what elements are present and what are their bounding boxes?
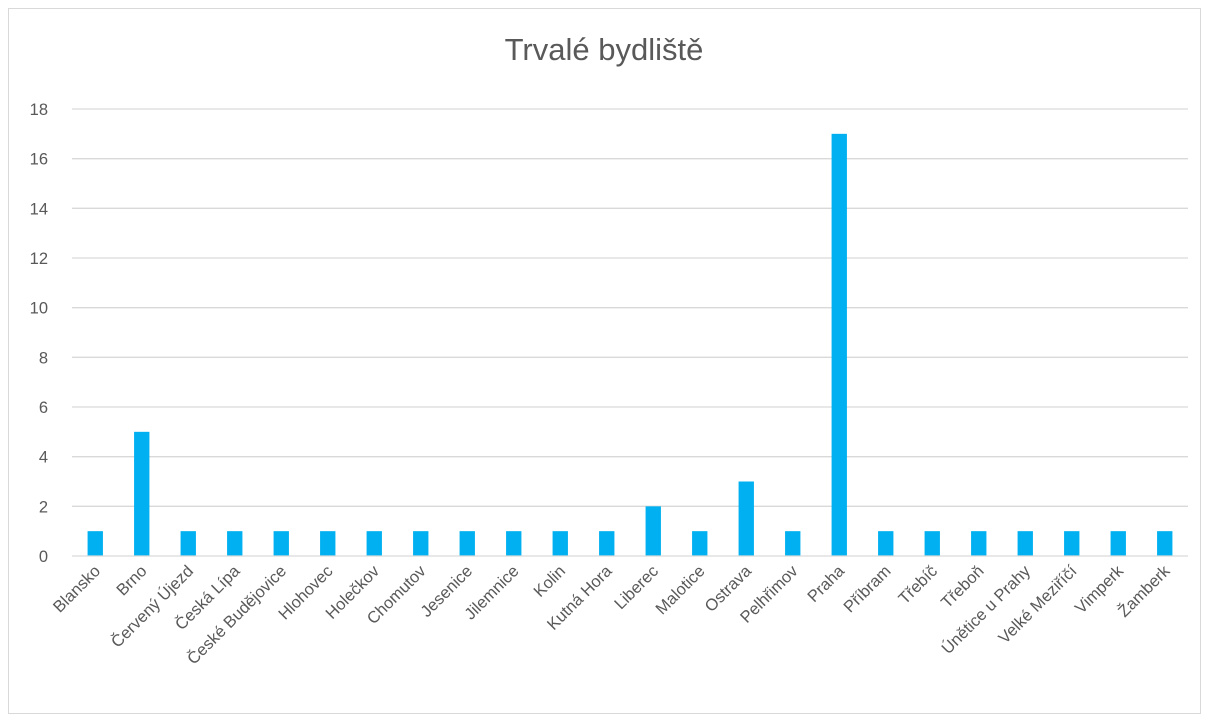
y-tick-label: 12 [30,250,48,268]
bar [831,133,847,557]
bar [134,431,150,556]
y-tick-label: 16 [30,151,48,169]
y-tick-label: 18 [30,101,48,119]
bar [785,531,801,556]
bar [413,531,429,556]
bar [87,531,103,556]
x-category-label: Brno [113,562,150,599]
x-category-label: Příbram [840,562,894,616]
x-category-label: Kolin [530,562,569,601]
y-tick-label: 2 [39,498,48,516]
chart-frame [8,8,1201,714]
y-tick-label: 0 [39,548,48,566]
bar [366,531,382,556]
bar [599,531,615,556]
bar [1017,531,1033,556]
x-category-label: Třebíč [895,562,941,608]
bar [320,531,336,556]
bar [506,531,522,556]
y-axis-tick-labels: 0 2 4 6 8 10 12 14 16 18 [30,101,48,566]
bar [878,531,894,556]
x-category-label: Malotice [652,562,708,618]
x-category-label: Praha [804,562,848,606]
chart-title: Trvalé bydliště [504,32,704,67]
bar [273,531,289,556]
x-category-label: Blansko [50,562,104,616]
bar [1064,531,1080,556]
bar [971,531,987,556]
y-tick-label: 4 [39,449,48,467]
bar [459,531,475,556]
bar [1110,531,1126,556]
bar [180,531,196,556]
bar [692,531,708,556]
y-tick-label: 8 [39,349,48,367]
x-category-label: Žamberk [1114,561,1174,621]
bar [645,506,661,556]
bar [924,531,940,556]
bar [738,481,754,556]
y-tick-label: 6 [39,399,48,417]
x-category-label: Červený Újezd [107,561,197,651]
bar [227,531,243,556]
y-tick-label: 14 [30,200,48,218]
y-tick-label: 10 [30,300,48,318]
bar [1157,531,1173,556]
gridlines [72,108,1188,507]
bars [87,133,1173,557]
bar [552,531,568,556]
